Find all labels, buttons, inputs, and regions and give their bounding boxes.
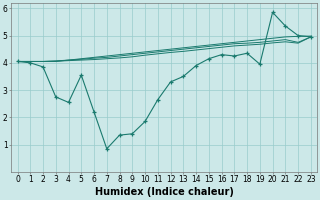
X-axis label: Humidex (Indice chaleur): Humidex (Indice chaleur) [95, 187, 234, 197]
